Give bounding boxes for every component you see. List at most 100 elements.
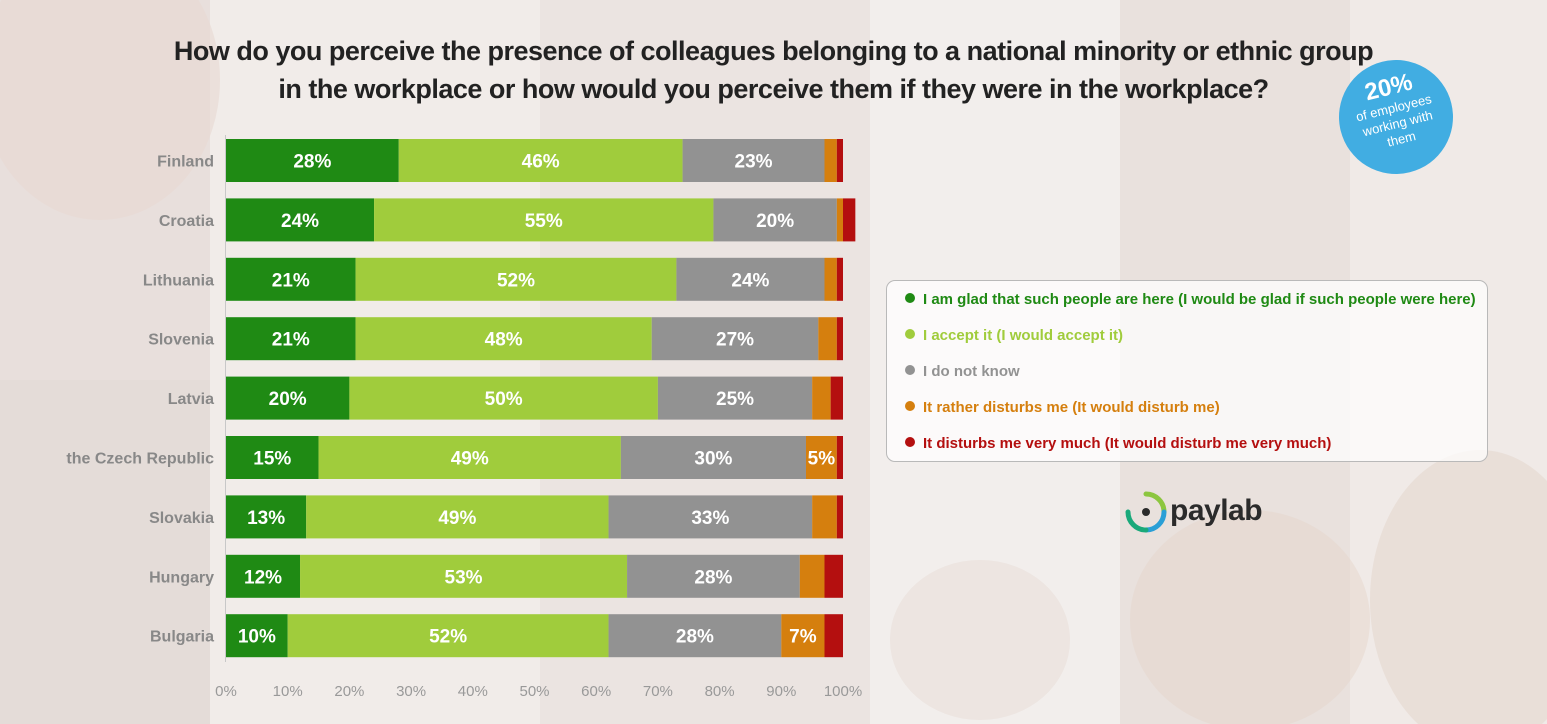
x-tick-label-3: 30%: [396, 683, 426, 700]
x-tick-label-6: 60%: [581, 683, 611, 700]
x-tick-label-10: 100%: [824, 683, 862, 700]
bar-latvia-series-3: [812, 376, 831, 420]
data-label-latvia-series-1: 50%: [485, 389, 523, 410]
legend-item-disturbs-very-much: It disturbs me very much (It would distu…: [905, 435, 1331, 453]
bar-latvia-series-2: [657, 376, 813, 420]
x-tick-label-0: 0%: [215, 683, 237, 700]
data-label-lithuania-series-2: 24%: [731, 270, 769, 291]
data-label-slovakia-series-0: 13%: [247, 508, 285, 529]
bar-latvia-series-4: [830, 376, 843, 420]
bar-slovenia-series-2: [651, 317, 819, 361]
data-label-the-czech-republic-series-3: 5%: [808, 449, 836, 470]
x-tick-label-1: 10%: [273, 683, 303, 700]
legend-label-glad: I am glad that such people are here (I w…: [923, 291, 1476, 308]
bar-lithuania-series-1: [355, 257, 677, 301]
bar-bulgaria-series-0: [226, 614, 288, 658]
legend-dot-disturbs-very-much: [905, 437, 915, 447]
bar-lithuania-series-3: [824, 257, 837, 301]
bar-croatia-series-3: [836, 198, 843, 242]
data-label-finland-series-1: 46%: [522, 152, 560, 173]
data-label-croatia-series-0: 24%: [281, 211, 319, 232]
bar-slovakia-series-4: [836, 495, 843, 539]
data-label-latvia-series-0: 20%: [269, 389, 307, 410]
legend-label-rather-disturbs: It rather disturbs me (It would disturb …: [923, 399, 1220, 416]
category-label-lithuania: Lithuania: [143, 272, 214, 289]
bar-bulgaria-series-4: [824, 614, 843, 658]
bar-finland-series-4: [836, 139, 843, 182]
legend-item-rather-disturbs: It rather disturbs me (It would disturb …: [905, 399, 1220, 417]
chart-legend: I am glad that such people are here (I w…: [886, 280, 1488, 462]
bar-the-czech-republic-series-2: [620, 436, 806, 479]
data-label-bulgaria-series-3: 7%: [789, 627, 817, 648]
bar-finland-series-3: [824, 139, 837, 182]
bar-slovenia-series-1: [355, 317, 652, 361]
data-label-latvia-series-2: 25%: [716, 389, 754, 410]
data-label-slovenia-series-0: 21%: [272, 330, 310, 351]
category-label-hungary: Hungary: [149, 569, 214, 586]
x-tick-label-2: 20%: [334, 683, 364, 700]
bar-the-czech-republic-series-4: [836, 436, 843, 479]
data-label-bulgaria-series-0: 10%: [238, 627, 276, 648]
legend-label-do-not-know: I do not know: [923, 363, 1020, 380]
category-label-croatia: Croatia: [159, 213, 214, 230]
category-label-slovenia: Slovenia: [148, 332, 214, 349]
bar-lithuania-series-0: [226, 257, 356, 301]
bar-bulgaria-series-1: [287, 614, 609, 658]
bar-hungary-series-4: [824, 554, 843, 598]
bar-slovakia-series-2: [608, 495, 813, 539]
x-tick-label-4: 40%: [458, 683, 488, 700]
x-tick-label-5: 50%: [519, 683, 549, 700]
bar-bulgaria-series-2: [608, 614, 782, 658]
paylab-logo: paylab: [1124, 490, 1264, 536]
paylab-logo-icon: [1125, 491, 1167, 533]
bar-slovenia-series-3: [818, 317, 837, 361]
bar-hungary-series-3: [799, 554, 825, 598]
data-label-slovakia-series-1: 49%: [438, 508, 476, 529]
category-label-slovakia: Slovakia: [149, 510, 214, 527]
bar-the-czech-republic-series-0: [226, 436, 319, 479]
data-label-slovakia-series-2: 33%: [691, 508, 729, 529]
legend-dot-accept: [905, 329, 915, 339]
bar-latvia-series-1: [349, 376, 658, 420]
bar-hungary-series-1: [300, 554, 628, 598]
bar-croatia-series-0: [226, 198, 375, 242]
x-tick-label-7: 70%: [643, 683, 673, 700]
legend-item-glad: I am glad that such people are here (I w…: [905, 291, 1476, 309]
legend-dot-glad: [905, 293, 915, 303]
chart-title: How do you perceive the presence of coll…: [100, 32, 1447, 108]
category-label-latvia: Latvia: [168, 391, 214, 408]
bar-slovakia-series-0: [226, 495, 307, 539]
data-label-slovenia-series-1: 48%: [485, 330, 523, 351]
legend-label-accept: I accept it (I would accept it): [923, 327, 1124, 344]
chart-title-line-1: How do you perceive the presence of coll…: [173, 36, 1374, 66]
data-label-the-czech-republic-series-0: 15%: [253, 449, 291, 470]
data-label-croatia-series-2: 20%: [756, 211, 794, 232]
data-label-slovenia-series-2: 27%: [716, 330, 754, 351]
data-label-the-czech-republic-series-1: 49%: [451, 449, 489, 470]
x-tick-label-9: 90%: [766, 683, 796, 700]
data-label-bulgaria-series-2: 28%: [676, 627, 714, 648]
bar-finland-series-1: [398, 139, 683, 182]
bar-the-czech-republic-series-3: [805, 436, 837, 479]
data-label-the-czech-republic-series-2: 30%: [694, 449, 732, 470]
legend-dot-do-not-know: [905, 365, 915, 375]
legend-item-do-not-know: I do not know: [905, 363, 1020, 381]
data-label-finland-series-0: 28%: [293, 152, 331, 173]
bar-slovenia-series-0: [226, 317, 356, 361]
bar-finland-series-0: [226, 139, 399, 182]
x-tick-label-8: 80%: [705, 683, 735, 700]
data-label-bulgaria-series-1: 52%: [429, 627, 467, 648]
bar-croatia-series-1: [374, 198, 714, 242]
bar-croatia-series-2: [713, 198, 837, 242]
data-label-hungary-series-2: 28%: [694, 567, 732, 588]
bar-hungary-series-2: [627, 554, 800, 598]
chart-title-line-2: in the workplace or how would you percei…: [278, 74, 1269, 104]
bar-latvia-series-0: [226, 376, 350, 420]
bar-slovakia-series-1: [306, 495, 609, 539]
legend-label-disturbs-very-much: It disturbs me very much (It would distu…: [923, 435, 1332, 452]
bar-the-czech-republic-series-1: [318, 436, 621, 479]
bar-slovenia-series-4: [836, 317, 843, 361]
bar-slovakia-series-3: [812, 495, 837, 539]
bar-lithuania-series-4: [836, 257, 843, 301]
